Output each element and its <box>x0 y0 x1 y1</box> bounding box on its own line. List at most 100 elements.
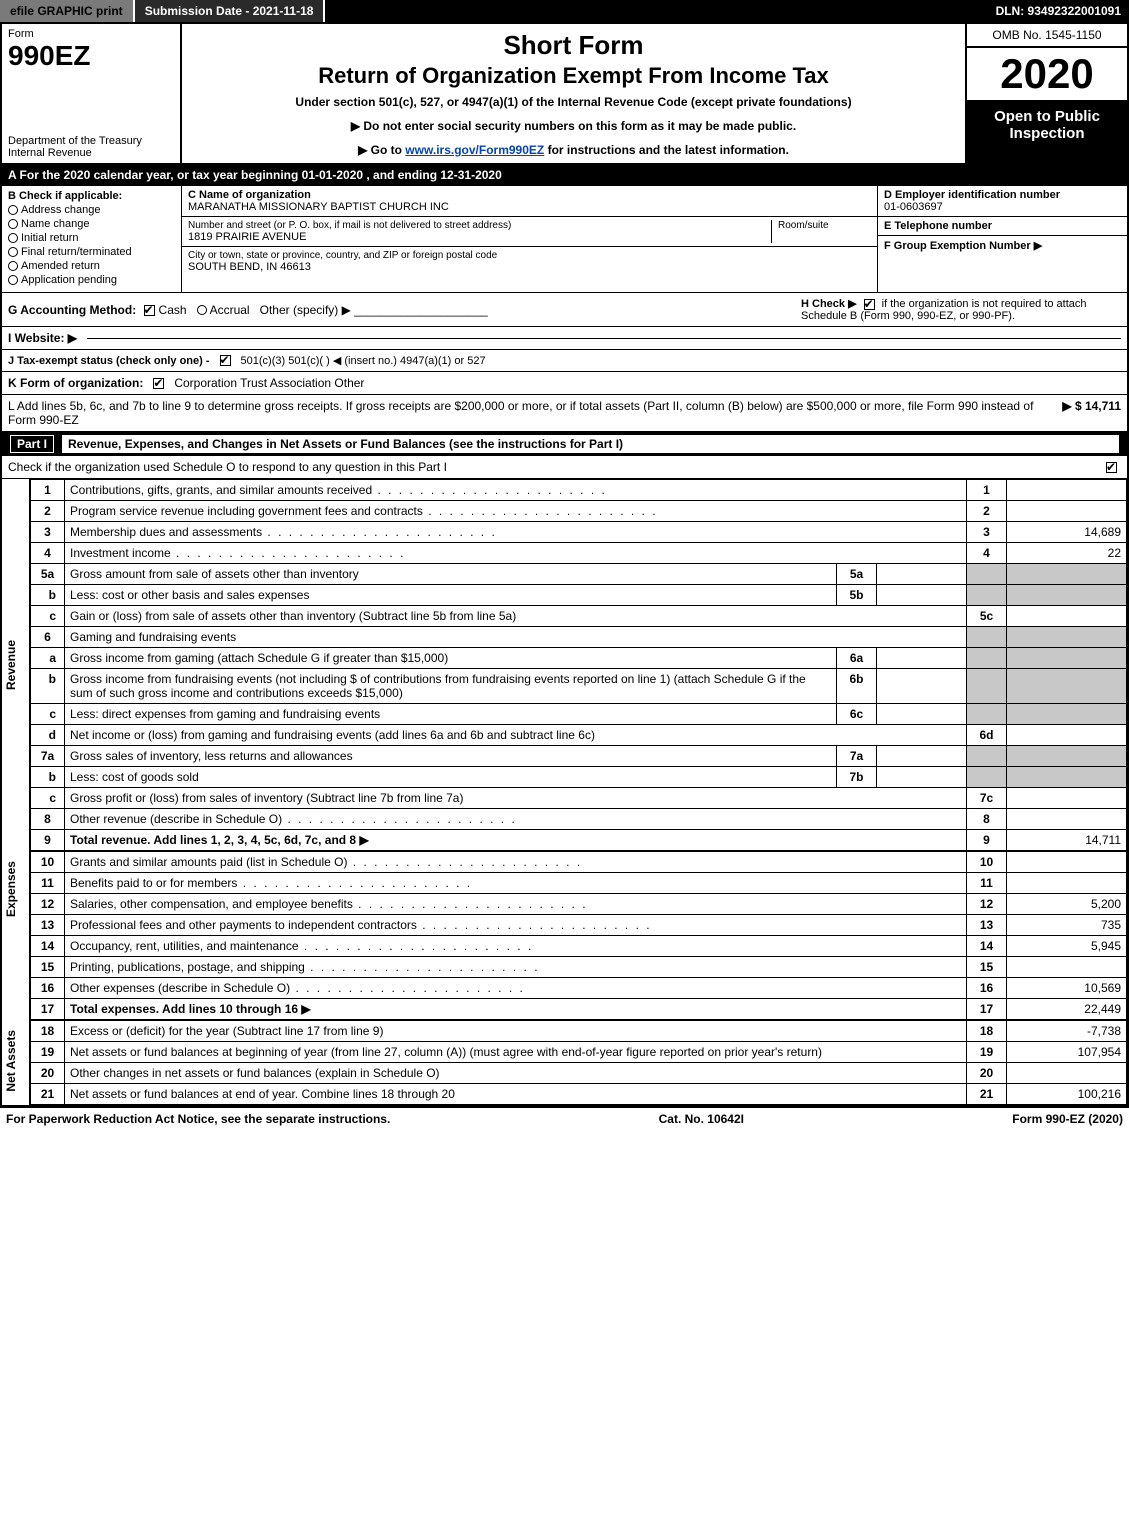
row-14-amt: 5,945 <box>1007 936 1127 957</box>
row-12-text: Salaries, other compensation, and employ… <box>65 894 967 915</box>
row-6d-box: 6d <box>967 725 1007 746</box>
row-14-text: Occupancy, rent, utilities, and maintena… <box>65 936 967 957</box>
f-row: F Group Exemption Number ▶ <box>878 236 1127 292</box>
row-21: 21Net assets or fund balances at end of … <box>31 1084 1127 1105</box>
revenue-vlabel: Revenue <box>2 479 30 851</box>
row-7b-text: Less: cost of goods sold <box>65 767 837 788</box>
row-5a-num: 5a <box>31 564 65 585</box>
footer-right: Form 990-EZ (2020) <box>1012 1112 1123 1126</box>
org-city: SOUTH BEND, IN 46613 <box>188 261 497 273</box>
row-9-arrow: ▶ <box>359 833 368 847</box>
row-6c-box <box>967 704 1007 725</box>
chk-accrual[interactable] <box>197 305 207 315</box>
row-6c-amt <box>1007 704 1127 725</box>
c-name-row: C Name of organization MARANATHA MISSION… <box>182 186 877 217</box>
row-16: 16Other expenses (describe in Schedule O… <box>31 978 1127 999</box>
row-7c-amt <box>1007 788 1127 809</box>
row-5b-text: Less: cost or other basis and sales expe… <box>65 585 837 606</box>
section-bcde: B Check if applicable: Address change Na… <box>2 186 1127 293</box>
revenue-table-wrap: 1Contributions, gifts, grants, and simil… <box>30 479 1127 851</box>
row-15: 15Printing, publications, postage, and s… <box>31 957 1127 978</box>
row-20: 20Other changes in net assets or fund ba… <box>31 1063 1127 1084</box>
row-18-amt: -7,738 <box>1007 1021 1127 1042</box>
e-row: E Telephone number <box>878 217 1127 236</box>
row-6d-text: Net income or (loss) from gaming and fun… <box>65 725 967 746</box>
row-5a-amt <box>1007 564 1127 585</box>
chk-initial-return-label: Initial return <box>21 232 78 244</box>
chk-cash[interactable] <box>144 305 155 316</box>
netassets-table-wrap: 18Excess or (deficit) for the year (Subt… <box>30 1020 1127 1105</box>
chk-final-return[interactable]: Final return/terminated <box>8 246 175 258</box>
row-15-text: Printing, publications, postage, and shi… <box>65 957 967 978</box>
chk-501c3[interactable] <box>220 355 231 366</box>
irs-link[interactable]: www.irs.gov/Form990EZ <box>405 143 544 157</box>
efile-print-button[interactable]: efile GRAPHIC print <box>0 0 135 22</box>
footer-mid: Cat. No. 10642I <box>659 1112 744 1126</box>
instructions-link-line: ▶ Go to www.irs.gov/Form990EZ for instru… <box>192 143 955 157</box>
chk-part1-schedule-o[interactable] <box>1106 462 1117 473</box>
row-1: 1Contributions, gifts, grants, and simil… <box>31 480 1127 501</box>
row-21-box: 21 <box>967 1084 1007 1105</box>
row-7b-amt <box>1007 767 1127 788</box>
row-3-text: Membership dues and assessments <box>65 522 967 543</box>
row-9-text-wrap: Total revenue. Add lines 1, 2, 3, 4, 5c,… <box>65 830 967 851</box>
row-7a-amt <box>1007 746 1127 767</box>
row-17-text-wrap: Total expenses. Add lines 10 through 16 … <box>65 999 967 1020</box>
row-4: 4Investment income422 <box>31 543 1127 564</box>
row-10-num: 10 <box>31 852 65 873</box>
row-1-num: 1 <box>31 480 65 501</box>
page-footer: For Paperwork Reduction Act Notice, see … <box>0 1107 1129 1130</box>
row-6a-box <box>967 648 1007 669</box>
line-l: L Add lines 5b, 6c, and 7b to line 9 to … <box>2 395 1127 432</box>
chk-amended-return[interactable]: Amended return <box>8 260 175 272</box>
chk-application-pending[interactable]: Application pending <box>8 274 175 286</box>
row-7a-midamt <box>877 746 967 767</box>
row-11-num: 11 <box>31 873 65 894</box>
row-6b-mid: 6b <box>837 669 877 704</box>
row-6c-text: Less: direct expenses from gaming and fu… <box>65 704 837 725</box>
row-6a-text: Gross income from gaming (attach Schedul… <box>65 648 837 669</box>
row-6a-mid: 6a <box>837 648 877 669</box>
row-15-num: 15 <box>31 957 65 978</box>
col-c: C Name of organization MARANATHA MISSION… <box>182 186 877 292</box>
chk-h[interactable] <box>864 299 875 310</box>
chk-corporation[interactable] <box>153 378 164 389</box>
row-5a: 5aGross amount from sale of assets other… <box>31 564 1127 585</box>
row-4-text: Investment income <box>65 543 967 564</box>
row-20-text: Other changes in net assets or fund bala… <box>65 1063 967 1084</box>
row-5a-midamt <box>877 564 967 585</box>
row-6c-num: c <box>31 704 65 725</box>
g-other: Other (specify) ▶ <box>260 303 351 317</box>
row-7a-num: 7a <box>31 746 65 767</box>
row-6-text: Gaming and fundraising events <box>65 627 967 648</box>
row-2: 2Program service revenue including gover… <box>31 501 1127 522</box>
line-j: J Tax-exempt status (check only one) - 5… <box>2 350 1127 372</box>
row-13-text: Professional fees and other payments to … <box>65 915 967 936</box>
row-5b-mid: 5b <box>837 585 877 606</box>
chk-final-return-label: Final return/terminated <box>21 246 132 258</box>
submission-date-button[interactable]: Submission Date - 2021-11-18 <box>135 0 326 22</box>
row-7c-box: 7c <box>967 788 1007 809</box>
row-7b: bLess: cost of goods sold7b <box>31 767 1127 788</box>
row-7c: cGross profit or (loss) from sales of in… <box>31 788 1127 809</box>
row-12-num: 12 <box>31 894 65 915</box>
row-11-amt <box>1007 873 1127 894</box>
row-14-num: 14 <box>31 936 65 957</box>
row-7b-num: b <box>31 767 65 788</box>
c-addr-row: Number and street (or P. O. box, if mail… <box>182 217 877 247</box>
return-title: Return of Organization Exempt From Incom… <box>192 63 955 89</box>
tax-year: 2020 <box>967 48 1127 102</box>
revenue-table: 1Contributions, gifts, grants, and simil… <box>30 479 1127 851</box>
form-word: Form <box>8 28 174 40</box>
chk-address-change[interactable]: Address change <box>8 204 175 216</box>
chk-name-change[interactable]: Name change <box>8 218 175 230</box>
row-7a-box <box>967 746 1007 767</box>
row-14: 14Occupancy, rent, utilities, and mainte… <box>31 936 1127 957</box>
netassets-wrap: Net Assets 18Excess or (deficit) for the… <box>2 1020 1127 1105</box>
row-10-box: 10 <box>967 852 1007 873</box>
row-10-amt <box>1007 852 1127 873</box>
line-k: K Form of organization: Corporation Trus… <box>2 372 1127 395</box>
chk-initial-return[interactable]: Initial return <box>8 232 175 244</box>
row-16-box: 16 <box>967 978 1007 999</box>
row-6d-amt <box>1007 725 1127 746</box>
